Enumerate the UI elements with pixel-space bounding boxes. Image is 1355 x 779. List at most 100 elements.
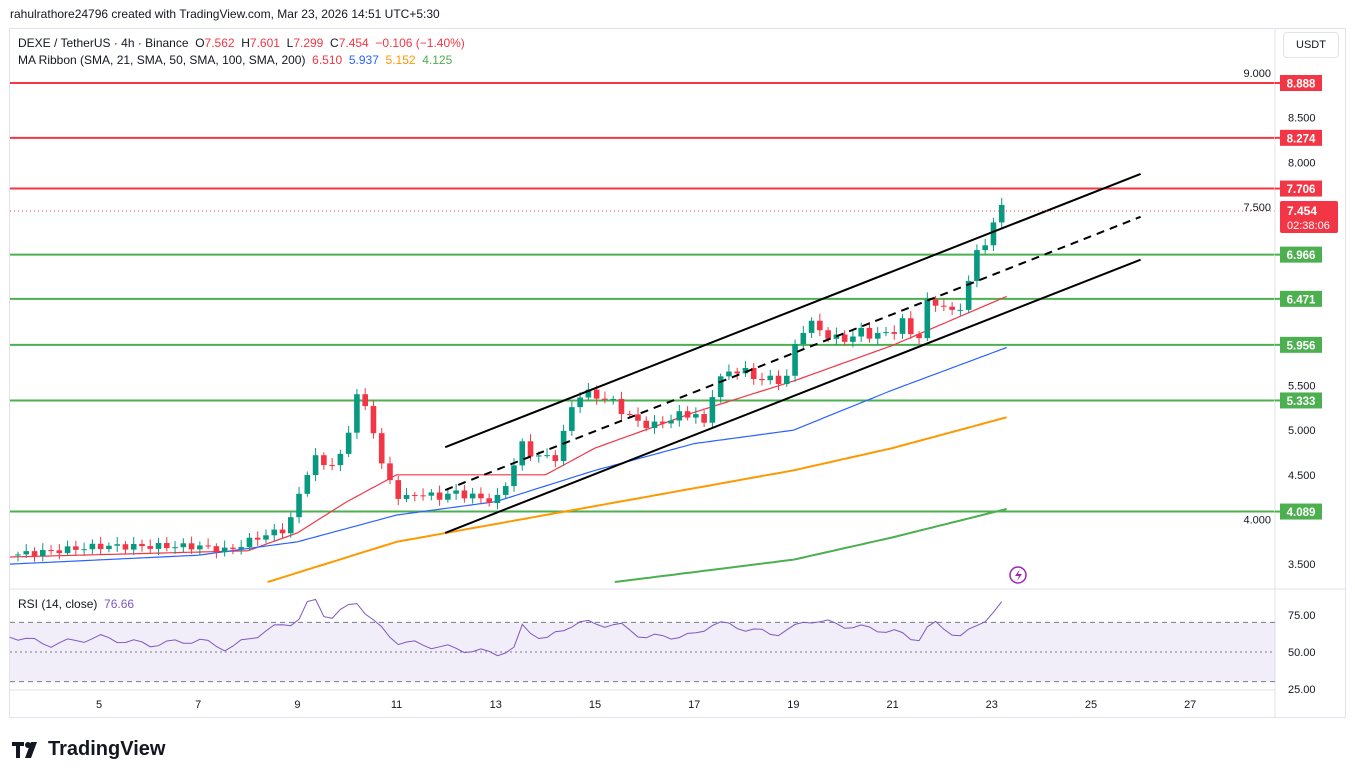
- support-level-badge: [1280, 503, 1322, 520]
- candle-body: [874, 333, 881, 339]
- candle-body: [48, 550, 54, 552]
- y-tick-label: 8.500: [1288, 113, 1316, 125]
- candle-body: [982, 245, 988, 251]
- rsi-tick-label: 50.00: [1288, 647, 1316, 659]
- candle-body: [279, 529, 286, 534]
- ma-title[interactable]: MA Ribbon (SMA, 21, SMA, 50, SMA, 100, S…: [18, 53, 306, 67]
- chart-credit: rahulrathore24796 created with TradingVi…: [10, 7, 440, 21]
- chart-legend: DEXE / TetherUS · 4h · Binance O7.562 H7…: [18, 35, 465, 69]
- candle-body: [825, 330, 831, 339]
- candle-body: [221, 547, 228, 553]
- x-tick-label: 27: [1184, 699, 1196, 711]
- candle-body: [453, 490, 459, 494]
- candle-body: [172, 547, 178, 549]
- candle-body: [626, 413, 633, 415]
- candle-body: [89, 543, 96, 550]
- candle-body: [709, 397, 716, 423]
- candle-body: [775, 375, 782, 385]
- candle-body: [56, 550, 63, 554]
- y-tick-label: 3.500: [1288, 559, 1316, 571]
- candle-body: [899, 318, 906, 334]
- support-level-label: 6.471: [1287, 294, 1316, 306]
- ma50-value: 5.937: [348, 53, 379, 67]
- symbol-legend: DEXE / TetherUS · 4h · Binance O7.562 H7…: [18, 35, 465, 52]
- rsi-legend: RSI (14, close) 76.66: [18, 597, 134, 611]
- rsi-title[interactable]: RSI (14, close): [18, 597, 98, 611]
- symbol-title[interactable]: DEXE / TetherUS · 4h · Binance: [18, 36, 189, 50]
- candle-body: [569, 407, 575, 431]
- candle-body: [800, 332, 807, 344]
- candle-body: [263, 535, 269, 540]
- channel-upper-line: [444, 172, 1141, 449]
- support-level-label: 6.966: [1287, 250, 1316, 262]
- x-tick-label: 15: [589, 699, 601, 711]
- candle-body: [602, 398, 608, 400]
- candle-body: [81, 549, 87, 551]
- x-tick-label: 11: [391, 699, 402, 711]
- candle-body: [585, 389, 592, 398]
- candle-body: [883, 332, 889, 334]
- candle-body: [651, 421, 658, 428]
- candle-body: [593, 389, 600, 399]
- candle-body: [701, 414, 707, 423]
- candle-body: [544, 455, 550, 457]
- candle-body: [445, 493, 451, 500]
- candle-body: [552, 455, 559, 462]
- candle-body: [304, 475, 311, 494]
- candle-body: [792, 343, 798, 376]
- ma200-value: 4.125: [422, 53, 453, 67]
- candle-body: [39, 550, 46, 556]
- candle-body: [907, 318, 914, 335]
- x-tick-label: 19: [787, 699, 799, 711]
- open-label: O: [195, 36, 205, 50]
- rsi-line: [9, 598, 1003, 657]
- x-tick-label: 13: [490, 699, 502, 711]
- lightning-icon-bolt: [1015, 569, 1022, 581]
- resistance-level-label: 7.706: [1287, 184, 1316, 196]
- candle-body: [941, 305, 947, 307]
- candle-body: [577, 397, 583, 408]
- y-tick-label: 9.000: [1243, 68, 1271, 80]
- candle-body: [726, 371, 732, 377]
- x-tick-label: 23: [986, 699, 998, 711]
- x-tick-label: 25: [1085, 699, 1097, 711]
- candle-body: [668, 420, 674, 424]
- candle-body: [916, 334, 922, 339]
- last-price-label: 7.454: [1287, 204, 1317, 218]
- brand-name: TradingView: [48, 738, 166, 760]
- high-label: H: [241, 36, 250, 50]
- support-level-badge: [1280, 290, 1322, 307]
- currency-button[interactable]: USDT: [1283, 32, 1339, 58]
- ma-line-sma50: [10, 346, 1007, 565]
- close-label: C: [330, 36, 339, 50]
- candle-body: [271, 529, 278, 536]
- high-value: 7.601: [249, 36, 280, 50]
- countdown-label: 02:38:06: [1287, 220, 1330, 232]
- open-value: 7.562: [204, 36, 235, 50]
- close-value: 7.454: [338, 36, 369, 50]
- candle-body: [643, 420, 650, 428]
- candle-body: [106, 545, 112, 550]
- candle-body: [312, 455, 319, 476]
- candle-body: [370, 406, 377, 434]
- last-price-badge: [1280, 201, 1338, 234]
- tradingview-logo[interactable]: TradingView: [12, 738, 165, 761]
- resistance-level-label: 8.888: [1287, 79, 1316, 91]
- support-level-label: 4.089: [1287, 507, 1316, 519]
- candle-body: [378, 433, 385, 464]
- candle-body: [693, 414, 699, 418]
- support-level-badge: [1280, 336, 1322, 353]
- candle-body: [387, 463, 393, 481]
- candle-body: [734, 371, 740, 374]
- resistance-level-badge: [1280, 180, 1322, 197]
- candle-body: [411, 495, 418, 497]
- candle-body: [965, 280, 972, 310]
- candle-body: [345, 432, 352, 454]
- candle-body: [155, 543, 162, 549]
- x-tick-label: 5: [96, 699, 102, 711]
- x-tick-label: 21: [886, 699, 898, 711]
- candle-body: [403, 495, 410, 499]
- x-tick-label: 17: [688, 699, 700, 711]
- candle-body: [635, 414, 641, 421]
